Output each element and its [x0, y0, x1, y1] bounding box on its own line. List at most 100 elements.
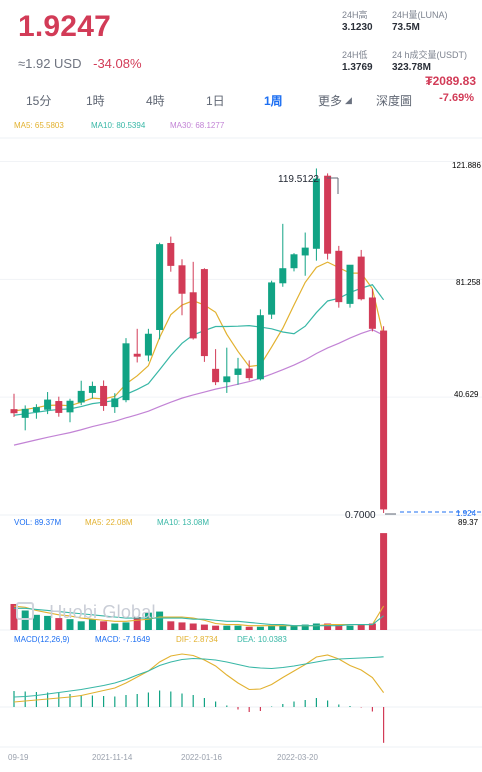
volume-bars — [10, 533, 388, 630]
axis-tick-mid: 81.258 — [456, 278, 481, 287]
high-24h-value: 3.1230 — [342, 22, 373, 33]
volume-bar — [100, 621, 108, 630]
candle-body — [55, 401, 63, 413]
volume-bar — [144, 612, 152, 630]
candle-body — [167, 242, 175, 266]
legend-vol: VOL: 89.37M — [14, 518, 61, 527]
macd-dea-line — [13, 656, 384, 698]
candle-body — [100, 385, 108, 406]
candle-body — [189, 292, 197, 339]
macd-panel — [0, 653, 482, 743]
volume-bar — [133, 616, 141, 630]
volume-bar — [312, 623, 320, 630]
candle-body — [212, 368, 220, 383]
volume-bar — [268, 625, 276, 630]
tab-depth[interactable]: 深度圖 — [376, 94, 413, 108]
ma-line-ma10 — [13, 284, 385, 416]
low-24h-value: 1.3769 — [342, 62, 373, 73]
tab-1w[interactable]: 1周 — [264, 94, 283, 108]
candle-body — [77, 390, 85, 403]
legend-macd-label: MACD(12,26,9) — [14, 635, 70, 644]
fiat-change: -7.69% — [439, 92, 474, 104]
volume-bar — [122, 622, 130, 630]
volume-ma10-line — [14, 607, 384, 627]
volume-bar — [368, 623, 376, 630]
tab-1d[interactable]: 1日 — [206, 94, 225, 108]
tab-more[interactable]: 更多 — [318, 94, 343, 108]
volume-bar — [301, 624, 309, 630]
volume-bar — [167, 621, 175, 630]
candle-body — [66, 400, 74, 413]
candle-body — [44, 399, 52, 410]
candle-body — [32, 407, 40, 413]
legend-macd-value: MACD: -7.1649 — [95, 635, 151, 644]
candle-body — [88, 385, 96, 393]
tab-1h[interactable]: 1時 — [86, 94, 105, 108]
volume-bar — [223, 625, 231, 630]
volume-bar — [279, 625, 287, 630]
candle-body — [312, 178, 320, 249]
volume-bar — [234, 625, 242, 630]
volume-bar — [189, 623, 197, 630]
watermark-text: Huobi Global — [49, 602, 156, 622]
candle-body — [223, 376, 231, 383]
turnover-usdt-value: 323.78M — [392, 62, 431, 73]
axis-tick-low: 40.629 — [454, 390, 479, 399]
high-24h-label: 24H高 — [342, 10, 368, 20]
candle-body — [245, 368, 253, 379]
tab-4h[interactable]: 4時 — [146, 94, 165, 108]
low-marker-label: 0.7000 — [345, 510, 376, 521]
volume-bar — [200, 624, 208, 630]
volume-bar — [111, 623, 119, 630]
volume-bar — [10, 603, 18, 630]
x-label-2: 2022-01-16 — [181, 753, 222, 762]
volume-bar — [245, 626, 253, 630]
volume-bar — [290, 625, 298, 630]
last-price: 1.9247 — [18, 10, 111, 43]
candle-body — [21, 408, 29, 418]
turnover-usdt-label: 24 h成交量(USDT) — [392, 50, 468, 60]
legend-dif: DIF: 2.8734 — [176, 635, 218, 644]
candle-body — [357, 256, 365, 300]
low-marker: 0.7000 — [345, 510, 396, 521]
timeframe-tabs: 15分 1時 4時 1日 1周 更多 ◢ 深度圖 — [0, 84, 482, 194]
volume-bar — [21, 610, 29, 630]
ma-lines — [13, 261, 385, 446]
candle-body — [290, 254, 298, 269]
volume-bar — [178, 622, 186, 630]
candle-body — [144, 333, 152, 356]
candle-body — [122, 343, 130, 401]
legend-ma10: MA10: 80.5394 — [91, 121, 146, 130]
chart-area[interactable]: MA5: 65.5803 MA10: 80.5394 MA30: 68.1277… — [0, 114, 482, 767]
candle-body — [111, 398, 119, 408]
low-24h-label: 24H低 — [342, 50, 368, 60]
volume-luna-value: 73.5M — [392, 22, 420, 33]
volume-bar — [66, 619, 74, 630]
legend-ma5: MA5: 65.5803 — [14, 121, 64, 130]
volume-bar — [156, 611, 164, 630]
volume-right-value: 89.37 — [458, 518, 479, 527]
high-marker-label: 119.5122 — [278, 174, 319, 185]
volume-bar — [32, 614, 40, 630]
legend-ma30: MA30: 68.1277 — [170, 121, 225, 130]
candle-body — [256, 315, 264, 380]
last-price-line: 1.924 — [400, 509, 482, 518]
volume-bar — [88, 619, 96, 630]
macd-dif-line — [13, 653, 385, 703]
candle-body — [200, 269, 208, 357]
high-marker: 119.5122 — [278, 174, 339, 194]
candlestick-chart[interactable]: MA5: 65.5803 MA10: 80.5394 MA30: 68.1277… — [0, 114, 482, 767]
candle-body — [324, 175, 332, 254]
candle-body — [380, 330, 388, 510]
volume-bar — [55, 618, 63, 630]
candle-body — [279, 268, 287, 284]
candle-body — [156, 244, 164, 330]
candle-body — [10, 409, 18, 414]
candle-body — [133, 353, 141, 357]
axis-tick-high: 121.886 — [452, 161, 481, 170]
ma-line-ma5 — [13, 261, 385, 412]
watermark: Huobi Global — [16, 602, 156, 623]
legend-vol-ma5: MA5: 22.08M — [85, 518, 133, 527]
tab-15m[interactable]: 15分 — [26, 94, 52, 108]
legend-dea: DEA: 10.0383 — [237, 635, 287, 644]
